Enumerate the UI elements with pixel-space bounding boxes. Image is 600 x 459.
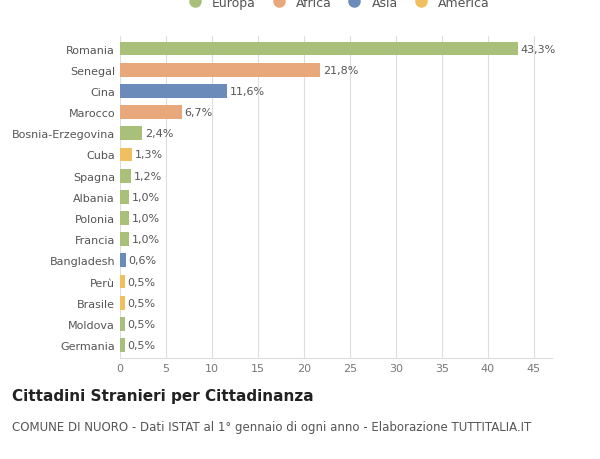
Text: 2,4%: 2,4% [145,129,173,139]
Bar [120,106,182,120]
Text: 1,3%: 1,3% [135,150,163,160]
Text: COMUNE DI NUORO - Dati ISTAT al 1° gennaio di ogni anno - Elaborazione TUTTITALI: COMUNE DI NUORO - Dati ISTAT al 1° genna… [12,420,531,433]
Text: 1,0%: 1,0% [132,235,160,245]
Bar [120,190,129,204]
Text: 21,8%: 21,8% [323,66,359,76]
Text: 11,6%: 11,6% [229,87,265,97]
Bar [120,43,518,56]
Text: 1,2%: 1,2% [134,171,162,181]
Text: 1,0%: 1,0% [132,213,160,224]
Bar [120,254,125,268]
Text: 43,3%: 43,3% [521,45,556,55]
Bar [120,169,131,183]
Bar [120,317,125,331]
Bar [120,233,129,246]
Text: 0,5%: 0,5% [127,298,155,308]
Bar [120,85,227,99]
Text: 1,0%: 1,0% [132,192,160,202]
Text: 0,5%: 0,5% [127,277,155,287]
Bar [120,338,125,352]
Bar [120,296,125,310]
Bar [120,127,142,141]
Text: 0,6%: 0,6% [128,256,157,266]
Bar [120,148,132,162]
Text: 0,5%: 0,5% [127,319,155,329]
Bar [120,212,129,225]
Legend: Europa, Africa, Asia, America: Europa, Africa, Asia, America [177,0,495,15]
Text: 6,7%: 6,7% [184,108,212,118]
Text: 0,5%: 0,5% [127,340,155,350]
Text: Cittadini Stranieri per Cittadinanza: Cittadini Stranieri per Cittadinanza [12,388,314,403]
Bar [120,275,125,289]
Bar [120,64,320,78]
